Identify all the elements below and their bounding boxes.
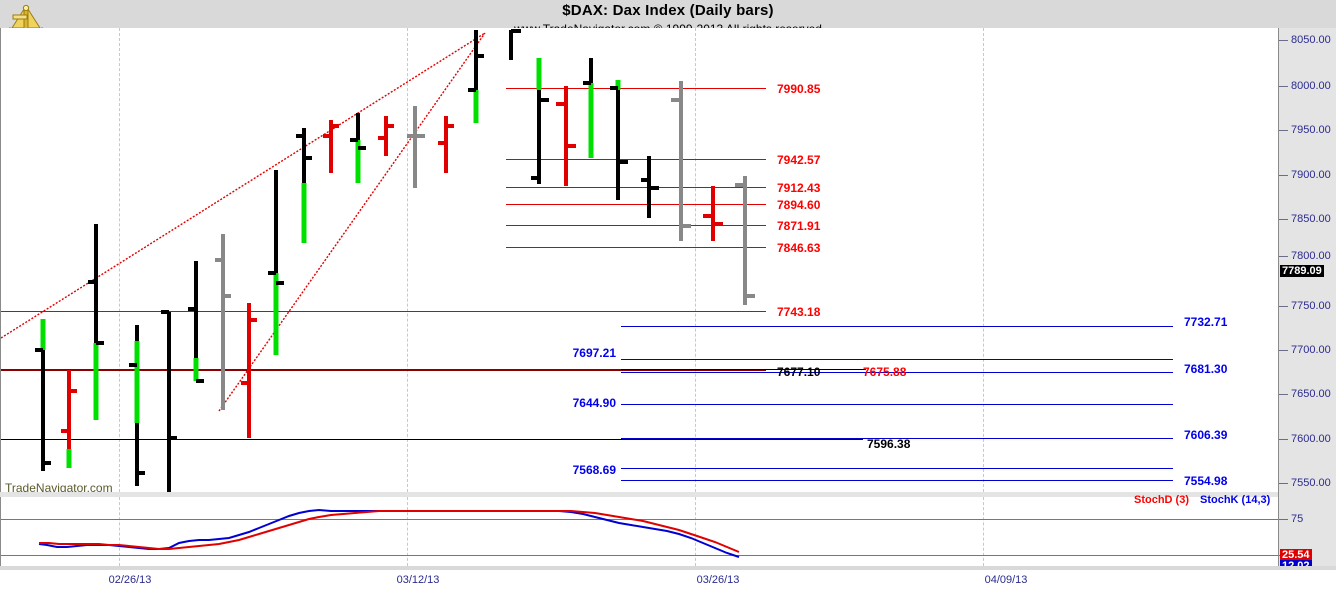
- level-label-7990-85: 7990.85: [777, 82, 821, 96]
- level-line-7606-39: [621, 438, 1173, 439]
- level-line-7554-98: [621, 480, 1173, 481]
- price-scale[interactable]: 8050.00 8000.00 7950.00 7900.00 7850.00 …: [1278, 28, 1336, 572]
- level-line-7871-91: [506, 225, 766, 226]
- level-line-7697-21: [621, 359, 1173, 360]
- date-tick-0: 02/26/13: [108, 574, 152, 586]
- stoch-tick-75: 75: [1291, 513, 1304, 525]
- level-line-7681-30: [621, 372, 1173, 373]
- gridline-vertical: [695, 497, 697, 566]
- price-tick-8000: 8000.00: [1291, 80, 1331, 92]
- level-label-7675-88: 7675.88: [863, 365, 907, 379]
- level-label-7554-98: 7554.98: [1184, 474, 1228, 488]
- price-tick-7700: 7700.00: [1291, 344, 1331, 356]
- level-label-7568-69: 7568.69: [572, 463, 616, 477]
- gridline-25: [1, 555, 1278, 556]
- level-label-7681-30: 7681.30: [1184, 362, 1228, 376]
- level-line-7568-69: [621, 468, 1173, 469]
- axis-divider: [0, 566, 1336, 570]
- stochd-value-badge: 25.54: [1280, 549, 1312, 561]
- level-line-7942-57: [506, 159, 766, 160]
- level-label-7697-21: 7697.21: [572, 346, 616, 360]
- price-tick-8050: 8050.00: [1291, 34, 1331, 46]
- level-line-7846-63: [506, 247, 766, 248]
- stochd-legend: StochD (3): [1134, 494, 1189, 506]
- level-line-7677-10: [621, 369, 866, 370]
- gridline-vertical: [119, 497, 121, 566]
- gridline-vertical: [983, 497, 985, 566]
- level-label-7644-90: 7644.90: [572, 396, 616, 410]
- price-tick-7800: 7800.00: [1291, 250, 1331, 262]
- level-label-7894-60: 7894.60: [777, 198, 821, 212]
- price-tick-7950: 7950.00: [1291, 124, 1331, 136]
- level-line-7990-85: [506, 88, 766, 89]
- level-label-7871-91: 7871.91: [777, 219, 821, 233]
- gridline-vertical: [407, 497, 409, 566]
- stochastic-curves: [38, 508, 740, 558]
- watermark: TradeNavigator.com: [5, 481, 113, 495]
- pane-divider: [0, 492, 1336, 497]
- price-tick-7650: 7650.00: [1291, 388, 1331, 400]
- price-tick-7550: 7550.00: [1291, 477, 1331, 489]
- level-label-7596-38: 7596.38: [867, 437, 911, 451]
- price-tick-7850: 7850.00: [1291, 213, 1331, 225]
- level-line-7644-90: [621, 404, 1173, 405]
- level-line-7732-71: [621, 326, 1173, 327]
- level-label-7743-18: 7743.18: [777, 305, 821, 319]
- header-band: [0, 0, 1336, 28]
- date-tick-2: 03/26/13: [696, 574, 740, 586]
- price-chart-pane[interactable]: 7990.85 7942.57 7912.43 7894.60 7871.91 …: [0, 28, 1279, 495]
- last-price-badge: 7789.09: [1280, 265, 1324, 277]
- level-label-7846-63: 7846.63: [777, 241, 821, 255]
- level-label-7912-43: 7912.43: [777, 181, 821, 195]
- gridline-vertical: [695, 28, 697, 492]
- level-label-7677-10: 7677.10: [777, 365, 821, 379]
- price-tick-7900: 7900.00: [1291, 169, 1331, 181]
- level-line-7596-38: [1, 439, 863, 440]
- date-tick-3: 04/09/13: [984, 574, 1028, 586]
- level-label-7732-71: 7732.71: [1184, 315, 1228, 329]
- page-title: $DAX: Dax Index (Daily bars): [562, 2, 774, 19]
- date-tick-1: 03/12/13: [396, 574, 440, 586]
- level-line-7912-43: [506, 187, 766, 188]
- level-line-7894-60: [506, 204, 766, 205]
- level-label-7942-57: 7942.57: [777, 153, 821, 167]
- price-tick-7600: 7600.00: [1291, 433, 1331, 445]
- stochk-legend: StochK (14,3): [1200, 494, 1271, 506]
- gridline-vertical: [983, 28, 985, 492]
- stochastic-pane[interactable]: [0, 497, 1278, 566]
- level-label-7606-39: 7606.39: [1184, 428, 1228, 442]
- ohlc-bars[interactable]: [1, 28, 1279, 492]
- date-scale[interactable]: 02/26/13 03/12/13 03/26/13 04/09/13: [0, 570, 1336, 594]
- price-tick-7750: 7750.00: [1291, 300, 1331, 312]
